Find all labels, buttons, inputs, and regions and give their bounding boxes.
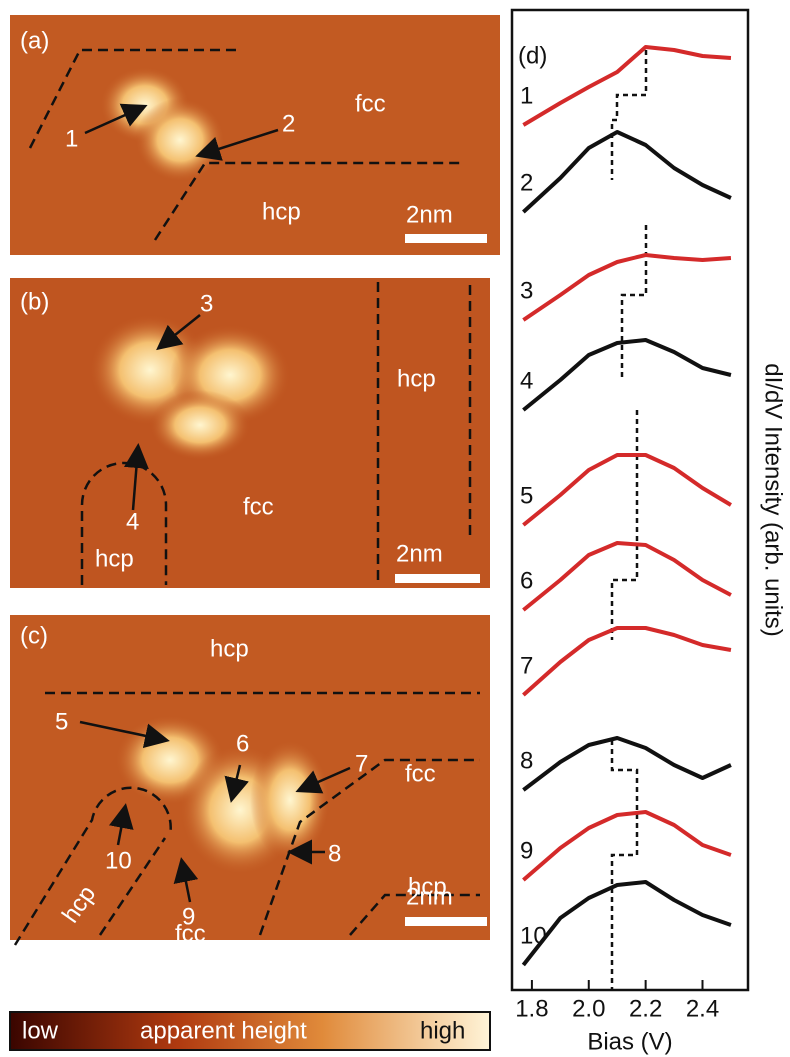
scale-label: 2nm bbox=[406, 201, 453, 228]
arrow bbox=[295, 766, 351, 794]
molecule bbox=[135, 98, 225, 182]
panel-label: (a) bbox=[20, 27, 49, 54]
arrow bbox=[173, 857, 199, 903]
arrow bbox=[123, 443, 149, 511]
spectrum-line bbox=[522, 541, 732, 612]
boundary bbox=[13, 786, 172, 946]
label: hcp bbox=[210, 635, 249, 662]
label: hcp bbox=[95, 545, 134, 572]
colorbar-title: apparent height bbox=[140, 1017, 307, 1044]
label: 10 bbox=[105, 847, 132, 874]
y-axis-label: dI/dV Intensity (arb. units) bbox=[760, 363, 787, 636]
scale-bar bbox=[395, 574, 480, 583]
panel-label: (c) bbox=[20, 622, 48, 649]
arrow bbox=[156, 314, 201, 351]
label: hcp bbox=[408, 873, 447, 900]
spectrum-line bbox=[522, 45, 732, 127]
label: fcc bbox=[355, 90, 386, 117]
label: hcp bbox=[262, 198, 301, 225]
peak-guide bbox=[610, 50, 648, 990]
colorbar-high: high bbox=[420, 1017, 465, 1044]
label: hcp bbox=[397, 365, 436, 392]
x-tick-label: 2.2 bbox=[629, 995, 662, 1022]
boundary bbox=[258, 758, 480, 936]
colorbar-gradient bbox=[9, 1011, 491, 1051]
scale-bar bbox=[405, 234, 487, 243]
label: 5 bbox=[55, 708, 68, 735]
curve-label: 10 bbox=[520, 922, 547, 949]
panel-b: (b) 3 4 fcc hcp hcp 2nm bbox=[10, 278, 490, 588]
scale-bar bbox=[405, 917, 487, 926]
colorbar-low: low bbox=[22, 1017, 59, 1044]
curve-label: 3 bbox=[520, 277, 533, 304]
label: 7 bbox=[355, 750, 368, 777]
panel-c: (c) hcp 5 6 7 fcc 8 10 9 hcp hcp fcc 2nm bbox=[10, 615, 490, 947]
label: 3 bbox=[200, 290, 213, 317]
label: fcc bbox=[405, 760, 436, 787]
label: 1 bbox=[65, 125, 78, 152]
label: 4 bbox=[126, 508, 139, 535]
x-tick-label: 1.8 bbox=[515, 995, 548, 1022]
panel-label: (b) bbox=[20, 288, 49, 315]
plot-frame bbox=[510, 8, 750, 992]
spectrum-line bbox=[522, 253, 732, 322]
arrow bbox=[224, 764, 249, 803]
label: 2 bbox=[282, 110, 295, 137]
panel-a: (a) fcc hcp 1 2 2nm bbox=[10, 15, 500, 255]
x-tick-label: 2.0 bbox=[572, 995, 605, 1022]
label: fcc bbox=[243, 493, 274, 520]
spectrum-line bbox=[522, 626, 732, 697]
boundary bbox=[153, 161, 465, 241]
molecule bbox=[250, 740, 330, 860]
curve-label: 8 bbox=[520, 747, 533, 774]
label: fcc bbox=[175, 920, 206, 947]
curve-label: 7 bbox=[520, 652, 533, 679]
curve-label: 4 bbox=[520, 367, 533, 394]
molecule bbox=[150, 390, 250, 460]
boundary bbox=[28, 48, 240, 149]
label: 9 bbox=[182, 903, 195, 930]
arrow bbox=[195, 128, 279, 161]
spectrum-line bbox=[522, 810, 732, 882]
panel-d: (d) Bias (V) dI/dV Intensity (arb. units… bbox=[510, 8, 787, 1055]
curve-label: 1 bbox=[520, 82, 533, 109]
label: 8 bbox=[328, 840, 341, 867]
spectrum-line bbox=[522, 338, 732, 412]
curve-label: 5 bbox=[520, 482, 533, 509]
boundary bbox=[376, 282, 472, 585]
scale-label: 2nm bbox=[406, 883, 453, 910]
curve-label: 9 bbox=[520, 837, 533, 864]
spectrum-line bbox=[521, 880, 732, 967]
curve-label: 2 bbox=[520, 169, 533, 196]
spectrum-line bbox=[522, 453, 732, 527]
panel-label: (d) bbox=[518, 42, 547, 69]
x-tick-label: 2.4 bbox=[686, 995, 719, 1022]
arrow bbox=[84, 103, 148, 135]
spectrum-line bbox=[522, 130, 732, 214]
curve-label: 6 bbox=[520, 567, 533, 594]
arrow bbox=[109, 803, 134, 846]
colorbar: low apparent height high bbox=[9, 1011, 491, 1051]
scale-label: 2nm bbox=[396, 540, 443, 567]
x-axis-label: Bias (V) bbox=[587, 1028, 672, 1055]
spectrum-line bbox=[522, 736, 732, 792]
arrow bbox=[79, 720, 170, 749]
label: 6 bbox=[236, 730, 249, 757]
stm-image bbox=[10, 15, 500, 255]
